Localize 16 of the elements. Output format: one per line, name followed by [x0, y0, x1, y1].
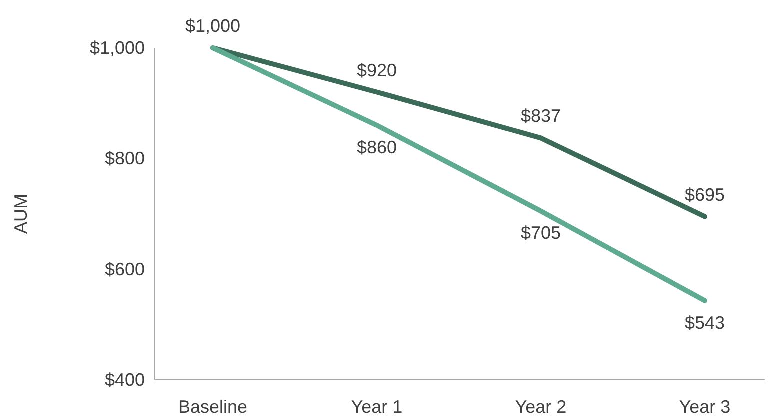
data-label: $920 — [356, 60, 398, 80]
data-label: $1,000 — [185, 16, 241, 36]
x-tick-label: Baseline — [178, 397, 248, 417]
y-tick-label: $800 — [104, 148, 145, 169]
x-tick-label: Year 1 — [351, 397, 403, 417]
x-tick-label: Year 3 — [679, 397, 731, 417]
data-label: $860 — [356, 137, 398, 158]
y-axis-title: AUM — [11, 194, 31, 234]
x-tick-label: Year 2 — [515, 397, 567, 417]
y-tick-label: $1,000 — [90, 38, 145, 58]
data-label: $837 — [520, 106, 562, 126]
y-tick-label: $600 — [104, 259, 145, 280]
data-label: $543 — [684, 312, 726, 333]
y-tick-label: $400 — [104, 370, 145, 390]
data-label: $695 — [684, 184, 726, 205]
data-label: $705 — [520, 223, 562, 244]
